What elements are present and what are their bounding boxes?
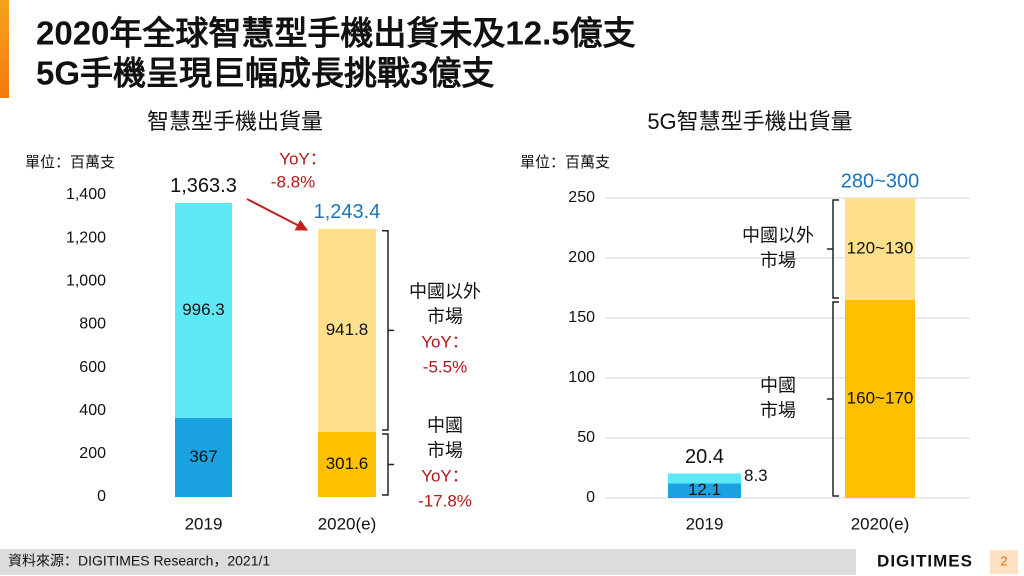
slide-title: 2020年全球智慧型手機出貨未及12.5億支 <box>36 15 636 52</box>
unit-label: 單位：百萬支 <box>520 154 610 171</box>
bar-segment <box>318 228 376 432</box>
yoy-label: -8.8% <box>271 172 315 191</box>
y-tick-label: 800 <box>79 316 106 333</box>
value-label: 996.3 <box>182 300 225 319</box>
y-tick-label: 1,000 <box>66 273 106 290</box>
value-label: 8.3 <box>744 466 768 485</box>
yoy-arrow <box>246 198 309 231</box>
x-tick-label: 2019 <box>686 514 724 533</box>
y-tick-label: 400 <box>79 402 106 419</box>
plot <box>668 198 915 498</box>
source: 資料來源：DIGITIMES Research，2021/1 <box>8 553 270 569</box>
footer-bar <box>0 549 856 575</box>
bracket <box>382 230 394 431</box>
logo: DIGITIMES <box>877 551 973 570</box>
y-tick-label: 250 <box>568 189 595 206</box>
x-tick-label: 2020(e) <box>318 514 377 533</box>
bracket <box>827 301 839 497</box>
y-tick-label: 150 <box>568 309 595 326</box>
bar-segment <box>318 431 376 497</box>
chart-title: 智慧型手機出貨量 <box>147 109 323 134</box>
bar-segment <box>175 417 232 497</box>
unit-label: 單位：百萬支 <box>25 154 115 171</box>
series-label: 市場 <box>427 441 463 461</box>
yoy-label: YoY： <box>279 149 327 168</box>
y-tick-label: 600 <box>79 359 106 376</box>
x-tick-label: 2019 <box>185 514 223 533</box>
y-tick-label: 1,400 <box>66 186 106 203</box>
y-tick-label: 0 <box>586 489 595 506</box>
accent-bar <box>0 0 9 98</box>
yoy-label: YoY： <box>421 466 469 485</box>
yoy-label: -17.8% <box>418 491 472 510</box>
value-label: 12.1 <box>688 480 721 499</box>
chart-title: 5G智慧型手機出貨量 <box>647 109 852 134</box>
value-label: 941.8 <box>326 320 369 339</box>
value-label: 367 <box>189 447 217 466</box>
bracket <box>382 433 394 496</box>
series-label: 中國以外 <box>742 225 814 245</box>
bracket <box>827 199 839 299</box>
total-label: 1,363.3 <box>170 175 237 197</box>
y-tick-label: 0 <box>97 488 106 505</box>
series-label: 中國 <box>760 375 796 395</box>
series-label: 市場 <box>760 400 796 420</box>
bar-segment <box>668 483 741 498</box>
bar-segment <box>845 300 915 498</box>
bar-segment <box>668 473 741 484</box>
bar-segment <box>845 198 915 300</box>
series-label: 市場 <box>760 250 796 270</box>
page-box <box>990 550 1018 574</box>
total-label: 20.4 <box>685 446 724 468</box>
total-label: 280~300 <box>841 170 919 192</box>
value-label: 301.6 <box>326 454 369 473</box>
series-label: 中國以外 <box>409 282 481 302</box>
slide-title: 5G手機呈現巨幅成長挑戰3億支 <box>36 55 494 92</box>
y-tick-label: 100 <box>568 369 595 386</box>
value-label: 120~130 <box>847 238 914 257</box>
y-tick-label: 200 <box>568 249 595 266</box>
plot <box>175 202 376 497</box>
y-tick-label: 50 <box>577 429 595 446</box>
x-tick-label: 2020(e) <box>851 514 910 533</box>
page-number: 2 <box>1000 553 1007 568</box>
y-tick-label: 1,200 <box>66 229 106 246</box>
value-label: 160~170 <box>847 388 914 407</box>
y-tick-label: 200 <box>79 445 106 462</box>
bar-segment <box>175 202 232 418</box>
yoy-label: -5.5% <box>423 357 467 376</box>
total-label: 1,243.4 <box>314 201 381 223</box>
series-label: 中國 <box>427 416 463 436</box>
series-label: 市場 <box>427 307 463 327</box>
yoy-label: YoY： <box>421 332 469 351</box>
